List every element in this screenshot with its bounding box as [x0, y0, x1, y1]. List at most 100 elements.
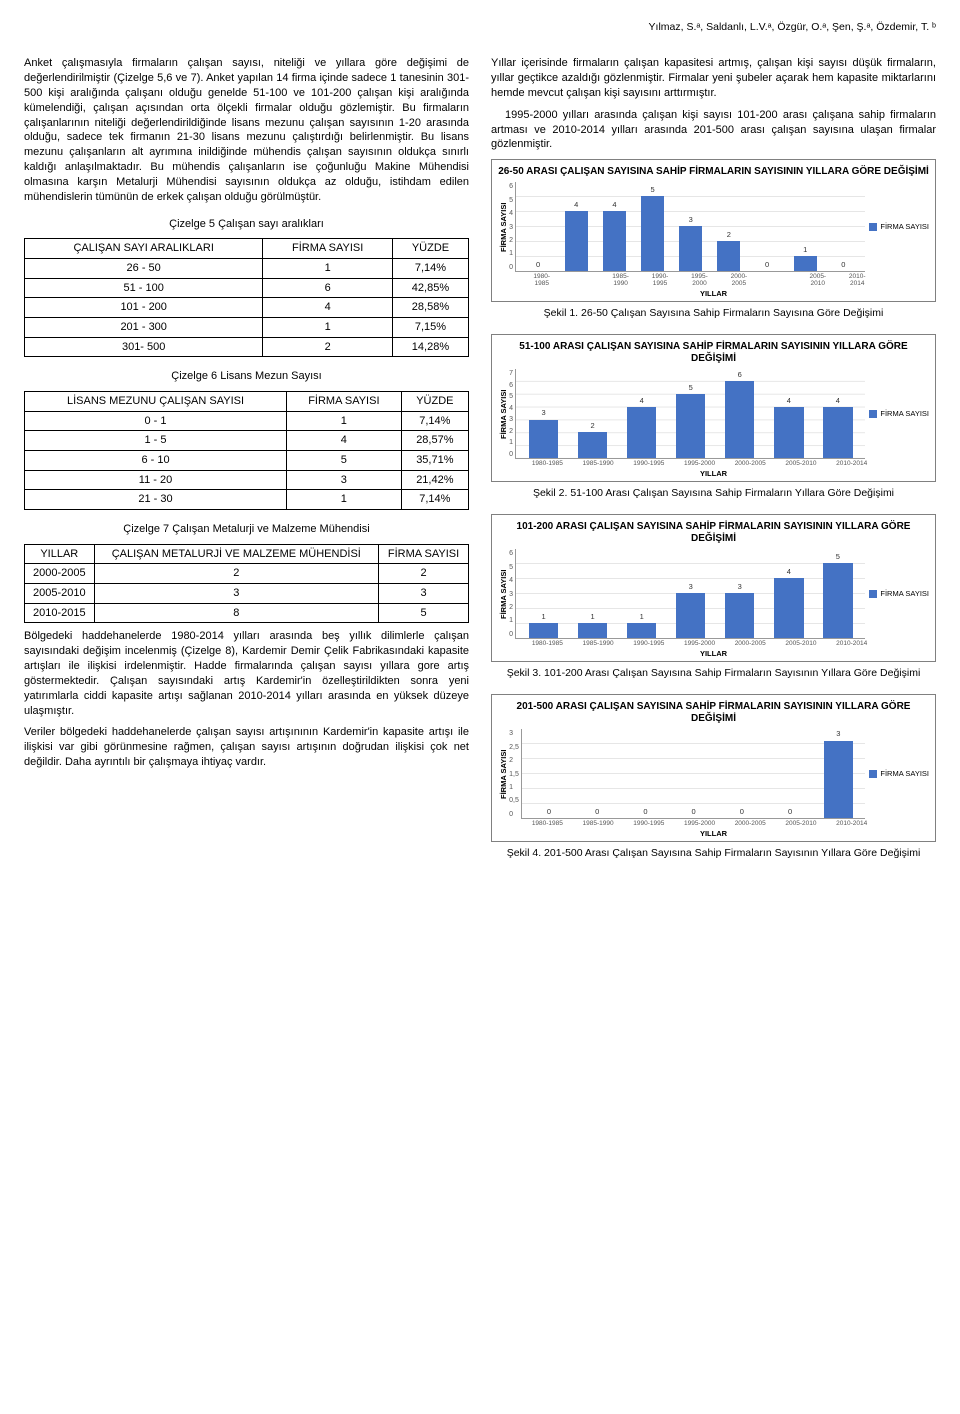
table-cell: 2005-2010 [25, 584, 95, 604]
table-cell: 14,28% [392, 337, 468, 357]
bar-wrap: 0 [670, 729, 718, 818]
bar-wrap: 5 [813, 549, 862, 638]
t7-h2: FİRMA SAYISI [379, 544, 469, 564]
table-cell: 2 [263, 337, 393, 357]
bar [676, 394, 705, 458]
bar-value-label: 2 [591, 421, 595, 431]
table-cell: 2000-2005 [25, 564, 95, 584]
left-para-3: Veriler bölgedeki haddehanelerde çalışan… [24, 725, 469, 770]
bar-value-label: 4 [574, 200, 578, 210]
right-para-1: Yıllar içerisinde firmaların çalışan kap… [491, 56, 936, 101]
table5-caption: Çizelge 5 Çalışan sayı aralıkları [24, 217, 469, 232]
bar [679, 226, 702, 271]
table-cell: 7,14% [401, 490, 468, 510]
bar [529, 420, 558, 459]
bar-wrap: 0 [621, 729, 669, 818]
bar-chart: 101-200 ARASI ÇALIŞAN SAYISINA SAHİP FİR… [491, 514, 936, 662]
chart-title: 26-50 ARASI ÇALIŞAN SAYISINA SAHİP FİRMA… [498, 166, 929, 178]
table-cell: 35,71% [401, 451, 468, 471]
table-row: 2005-201033 [25, 584, 469, 604]
figure-caption: Şekil 2. 51-100 Arası Çalışan Sayısına S… [491, 486, 936, 500]
bar-value-label: 5 [689, 383, 693, 393]
bar [774, 407, 803, 458]
table-row: 0 - 117,14% [25, 411, 469, 431]
bar-value-label: 0 [841, 260, 845, 270]
t6-h0: LİSANS MEZUNU ÇALIŞAN SAYISI [25, 392, 287, 412]
table-cell: 21 - 30 [25, 490, 287, 510]
table-cell: 0 - 1 [25, 411, 287, 431]
bar-wrap: 5 [634, 182, 672, 271]
bar-wrap: 0 [718, 729, 766, 818]
bar [578, 432, 607, 458]
bar [578, 623, 607, 638]
bar-wrap: 2 [568, 369, 617, 458]
bar [627, 407, 656, 458]
x-axis-ticks: 1980- 19851985- 19901990- 19951995- 2000… [522, 274, 877, 288]
bar [676, 593, 705, 638]
bar-value-label: 0 [765, 260, 769, 270]
table7-caption: Çizelge 7 Çalışan Metalurji ve Malzeme M… [24, 522, 469, 537]
table6: LİSANS MEZUNU ÇALIŞAN SAYISI FİRMA SAYIS… [24, 391, 469, 510]
bar [603, 211, 626, 271]
chart-legend: FİRMA SAYISI [865, 549, 929, 639]
table-cell: 1 [263, 318, 393, 338]
table-cell: 6 [263, 278, 393, 298]
table-cell: 7,14% [401, 411, 468, 431]
bar [641, 196, 664, 271]
t6-h2: YÜZDE [401, 392, 468, 412]
bar-value-label: 4 [787, 396, 791, 406]
bar-value-label: 4 [836, 396, 840, 406]
chart-legend: FİRMA SAYISI [865, 729, 929, 819]
table-cell: 4 [263, 298, 393, 318]
bar-wrap: 3 [715, 549, 764, 638]
bar-value-label: 1 [640, 612, 644, 622]
chart-title: 201-500 ARASI ÇALIŞAN SAYISINA SAHİP FİR… [498, 701, 929, 725]
table-row: 101 - 200428,58% [25, 298, 469, 318]
bar-value-label: 3 [541, 408, 545, 418]
bar [627, 623, 656, 638]
left-para-1: Anket çalışmasıyla firmaların çalışan sa… [24, 56, 469, 204]
bar-wrap: 0 [519, 182, 557, 271]
bar-value-label: 0 [643, 807, 647, 817]
chart-legend: FİRMA SAYISI [865, 182, 929, 272]
plot-area: 1113345 [515, 549, 865, 639]
bar-wrap: 0 [748, 182, 786, 271]
bar-wrap: 4 [764, 549, 813, 638]
bar [794, 256, 817, 271]
table-row: 301- 500214,28% [25, 337, 469, 357]
table-cell: 201 - 300 [25, 318, 263, 338]
table-cell: 5 [287, 451, 402, 471]
legend-label: FİRMA SAYISI [880, 589, 929, 599]
table6-caption: Çizelge 6 Lisans Mezun Sayısı [24, 369, 469, 384]
table5: ÇALIŞAN SAYI ARALIKLARI FİRMA SAYISI YÜZ… [24, 238, 469, 357]
bar [717, 241, 740, 271]
bar [823, 563, 852, 638]
table-row: 11 - 20321,42% [25, 470, 469, 490]
table-cell: 51 - 100 [25, 278, 263, 298]
bar-wrap: 4 [617, 369, 666, 458]
legend-label: FİRMA SAYISI [880, 769, 929, 779]
bar-value-label: 4 [640, 396, 644, 406]
right-para-2: 1995-2000 yılları arasında çalışan kişi … [491, 108, 936, 153]
bar-chart: 26-50 ARASI ÇALIŞAN SAYISINA SAHİP FİRMA… [491, 159, 936, 302]
x-axis-ticks: 1980-19851985-19901990-19951995-20002000… [522, 641, 877, 648]
plot-area: 3245644 [515, 369, 865, 459]
y-axis-label: FİRMA SAYISI [498, 369, 509, 459]
chart-legend: FİRMA SAYISI [865, 369, 929, 459]
bar-value-label: 3 [689, 582, 693, 592]
bar-wrap: 0 [573, 729, 621, 818]
table-cell: 1 - 5 [25, 431, 287, 451]
bar-wrap: 1 [617, 549, 666, 638]
table-cell: 42,85% [392, 278, 468, 298]
bar-wrap: 4 [557, 182, 595, 271]
bar-wrap: 3 [814, 729, 862, 818]
table-cell: 5 [379, 603, 469, 623]
bar-value-label: 2 [727, 230, 731, 240]
table-row: 2000-200522 [25, 564, 469, 584]
table-cell: 2010-2015 [25, 603, 95, 623]
t5-h0: ÇALIŞAN SAYI ARALIKLARI [25, 239, 263, 259]
x-axis-ticks: 1980-19851985-19901990-19951995-20002000… [522, 821, 877, 828]
table-cell: 7,15% [392, 318, 468, 338]
bar-value-label: 3 [689, 215, 693, 225]
chart-title: 51-100 ARASI ÇALIŞAN SAYISINA SAHİP FİRM… [498, 341, 929, 365]
